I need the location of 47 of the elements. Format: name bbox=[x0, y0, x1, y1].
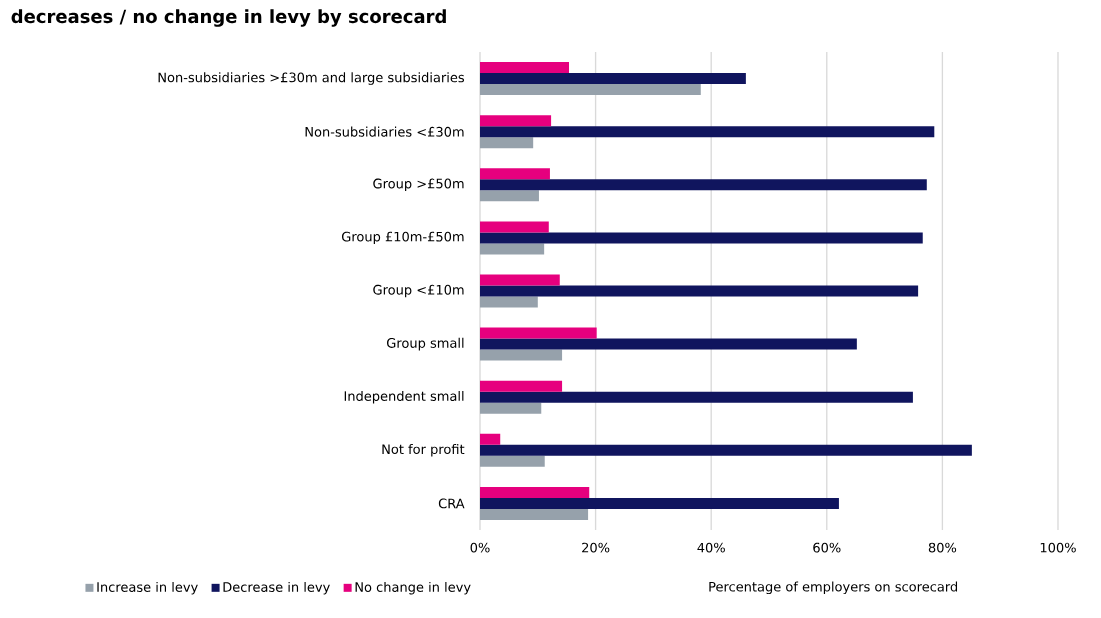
bar bbox=[480, 380, 563, 392]
y-tick-label: Non-subsidiaries >£30m and large subsidiaries bbox=[158, 72, 465, 85]
bar bbox=[480, 433, 501, 445]
legend-label: No change in levy bbox=[355, 581, 471, 595]
x-tick-label: 60% bbox=[813, 542, 841, 553]
y-tick-label: Group small bbox=[387, 337, 464, 351]
x-tick-label: 20% bbox=[582, 542, 610, 553]
x-tick-label: 40% bbox=[697, 542, 725, 553]
bar bbox=[480, 221, 549, 233]
bar bbox=[480, 232, 923, 244]
bar bbox=[480, 455, 545, 467]
y-tick-label: Independent small bbox=[344, 390, 464, 404]
y-tick-label: Not for profit bbox=[382, 444, 465, 457]
y-tick-label: Group £10m-£50m bbox=[342, 231, 464, 245]
x-tick-label: 0% bbox=[470, 542, 490, 553]
bar bbox=[480, 179, 927, 191]
y-tick-label: CRA bbox=[438, 498, 465, 509]
x-axis-title: Percentage of employers on scorecard bbox=[709, 581, 958, 595]
bar bbox=[480, 327, 597, 339]
bar bbox=[480, 508, 589, 520]
y-tick-label: Non-subsidiaries <£30m bbox=[305, 126, 464, 137]
bar bbox=[480, 486, 590, 498]
legend-label: Increase in levy bbox=[97, 581, 198, 595]
text: decreases / no change in levy by scorecard bbox=[11, 9, 446, 27]
bar bbox=[480, 338, 857, 350]
bar bbox=[480, 73, 746, 85]
y-tick-label: Group <£10m bbox=[373, 284, 464, 298]
bar bbox=[480, 274, 560, 286]
bar bbox=[480, 168, 550, 180]
bar bbox=[480, 497, 839, 509]
bar bbox=[480, 243, 545, 255]
bar bbox=[480, 126, 935, 138]
bar bbox=[480, 190, 539, 202]
legend-label: Decrease in levy bbox=[223, 581, 330, 595]
y-tick-label: Group >£50m bbox=[373, 178, 464, 191]
bar bbox=[480, 115, 552, 127]
bar bbox=[480, 62, 570, 74]
x-tick-label: 100% bbox=[1040, 542, 1076, 553]
bar bbox=[480, 444, 972, 456]
bar bbox=[480, 391, 913, 403]
x-tick-label: 80% bbox=[928, 542, 957, 553]
bar bbox=[480, 137, 534, 149]
bar bbox=[480, 402, 542, 414]
bar bbox=[480, 296, 538, 308]
bar bbox=[480, 285, 919, 297]
bar bbox=[480, 84, 701, 96]
bar bbox=[480, 349, 563, 361]
